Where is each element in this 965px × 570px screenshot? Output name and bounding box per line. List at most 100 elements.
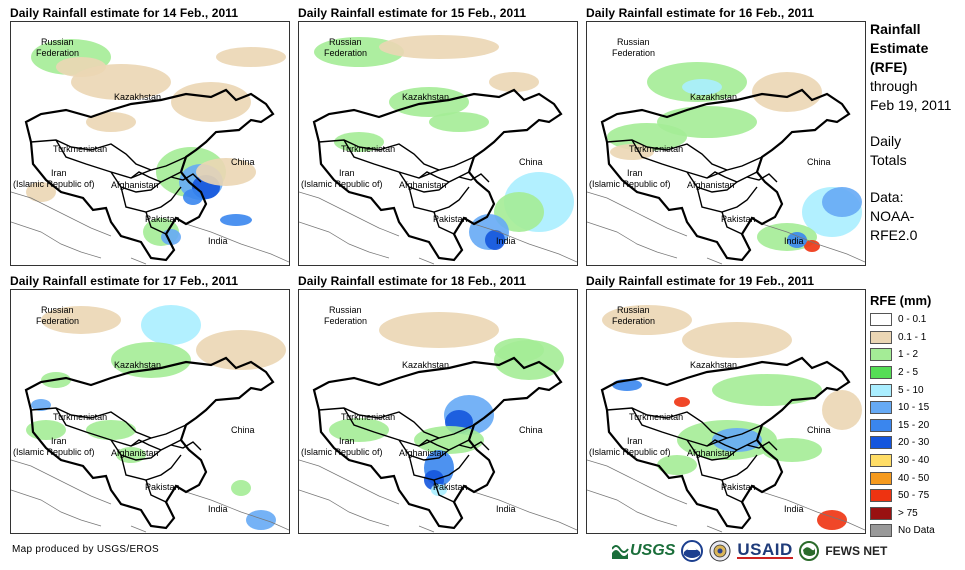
coastline bbox=[185, 491, 289, 531]
coastline bbox=[706, 525, 723, 533]
country-border bbox=[696, 186, 758, 213]
rainfall-area bbox=[607, 123, 687, 151]
label-turkmenistan: Turkmenistan bbox=[53, 412, 107, 422]
legend-swatch bbox=[870, 418, 892, 432]
label-iran: Iran bbox=[627, 168, 643, 178]
rainfall-map: Russian Federation Kazakhstan Turkmenistan I… bbox=[298, 289, 578, 534]
coastline bbox=[299, 191, 400, 237]
rainfall-area bbox=[216, 47, 286, 67]
legend-item: 5 - 10 bbox=[870, 381, 965, 399]
agency-logos: USGS USAID FEWS NET bbox=[612, 536, 887, 566]
label-iran: Iran bbox=[339, 436, 355, 446]
label-china: China bbox=[231, 425, 255, 435]
rainfall-area bbox=[196, 330, 286, 370]
through-date: Feb 19, 2011 bbox=[870, 97, 952, 113]
label-pakistan: Pakistan bbox=[433, 482, 468, 492]
rainfall-area bbox=[26, 182, 56, 202]
label-iran: (Islamic Republic of) bbox=[301, 179, 383, 189]
label-iran: (Islamic Republic of) bbox=[589, 179, 671, 189]
rainfall-area bbox=[41, 306, 121, 334]
label-russian-federation: Russian bbox=[617, 305, 650, 315]
label-china: China bbox=[519, 157, 543, 167]
usaid-logo: USAID bbox=[737, 541, 794, 559]
country-border bbox=[418, 439, 450, 451]
daily-label: Daily bbox=[870, 133, 902, 149]
label-iran: (Islamic Republic of) bbox=[13, 179, 95, 189]
country-border bbox=[746, 173, 778, 183]
usgs-logo: USGS bbox=[612, 542, 675, 560]
legend-item: 50 - 75 bbox=[870, 487, 965, 505]
rainfall-area bbox=[86, 112, 136, 132]
label-pakistan: Pakistan bbox=[433, 214, 468, 224]
rfe-title-line1: Rainfall bbox=[870, 21, 921, 37]
country-border bbox=[130, 439, 162, 451]
panel-title: Daily Rainfall estimate for 14 Feb., 201… bbox=[10, 6, 239, 20]
coastline bbox=[130, 257, 147, 265]
rainfall-area bbox=[494, 192, 544, 232]
legend-swatch bbox=[870, 348, 892, 362]
rainfall-map: Russian Federation Kazakhstan Turkmenistan I… bbox=[298, 21, 578, 266]
rainfall-area bbox=[246, 510, 276, 530]
country-border bbox=[170, 173, 202, 183]
legend-item: 20 - 30 bbox=[870, 434, 965, 452]
label-russian-federation: Russian bbox=[329, 37, 362, 47]
coastline bbox=[185, 223, 289, 263]
label-afghanistan: Afghanistan bbox=[399, 448, 447, 458]
label-pakistan: Pakistan bbox=[721, 214, 756, 224]
legend-swatch bbox=[870, 401, 892, 415]
country-border bbox=[145, 211, 167, 235]
coastline bbox=[11, 221, 102, 259]
label-russian-federation: Federation bbox=[324, 316, 367, 326]
label-turkmenistan: Turkmenistan bbox=[629, 412, 683, 422]
country-border bbox=[408, 186, 470, 213]
map-panel-17feb: Daily Rainfall estimate for 17 Feb., 201… bbox=[10, 274, 290, 534]
rainfall-map: Russian Federation Kazakhstan Turkmenistan I… bbox=[586, 289, 866, 534]
label-russian-federation: Russian bbox=[329, 305, 362, 315]
label-russian-federation: Federation bbox=[36, 48, 79, 58]
label-turkmenistan: Turkmenistan bbox=[341, 412, 395, 422]
data-source-line2: RFE2.0 bbox=[870, 227, 918, 243]
country-border bbox=[55, 139, 152, 179]
coastline bbox=[11, 459, 112, 505]
label-russian-federation: Federation bbox=[36, 316, 79, 326]
rainfall-area bbox=[220, 214, 252, 226]
country-border bbox=[343, 139, 440, 179]
rfe-legend: RFE (mm) 0 - 0.1 0.1 - 1 1 - 2 2 - 5 5 - 10 1… bbox=[870, 293, 965, 540]
country-border bbox=[318, 139, 475, 171]
legend-label: 20 - 30 bbox=[898, 437, 930, 449]
legend-label: 0 - 0.1 bbox=[898, 314, 927, 326]
country-border bbox=[746, 441, 778, 451]
legend-label: 2 - 5 bbox=[898, 367, 919, 379]
rfe-title-line2: Estimate bbox=[870, 40, 929, 56]
legend-item: 0 - 0.1 bbox=[870, 311, 965, 329]
coastline bbox=[418, 525, 435, 533]
rainfall-map: Russian Federation Kazakhstan Turkmenistan I… bbox=[10, 289, 290, 534]
label-iran: Iran bbox=[51, 168, 67, 178]
coastline bbox=[473, 223, 577, 263]
coastline bbox=[11, 489, 102, 527]
legend-label: > 75 bbox=[898, 507, 918, 519]
rainfall-area bbox=[111, 342, 191, 378]
country-border bbox=[696, 454, 758, 481]
legend-label: No Data bbox=[898, 525, 935, 537]
country-border bbox=[631, 139, 728, 179]
noaa-seal-icon bbox=[681, 540, 704, 562]
label-china: China bbox=[231, 157, 255, 167]
rfe-title-line3: (RFE) bbox=[870, 59, 908, 75]
country-border bbox=[55, 407, 152, 447]
country-border bbox=[30, 407, 187, 439]
label-china: China bbox=[807, 425, 831, 435]
coastline bbox=[130, 525, 147, 533]
legend-swatch bbox=[870, 454, 892, 468]
legend-swatch bbox=[870, 506, 892, 520]
rainfall-area bbox=[752, 72, 822, 112]
panel-title: Daily Rainfall estimate for 16 Feb., 201… bbox=[586, 6, 815, 20]
rainfall-map: Russian Federation Kazakhstan Turkmenistan I… bbox=[10, 21, 290, 266]
data-label: Data: bbox=[870, 189, 904, 205]
legend-swatch bbox=[870, 313, 892, 327]
label-iran: (Islamic Republic of) bbox=[589, 447, 671, 457]
label-kazakhstan: Kazakhstan bbox=[402, 92, 449, 102]
label-india: India bbox=[208, 504, 228, 514]
label-russian-federation: Russian bbox=[41, 305, 74, 315]
rainfall-area bbox=[804, 240, 820, 252]
